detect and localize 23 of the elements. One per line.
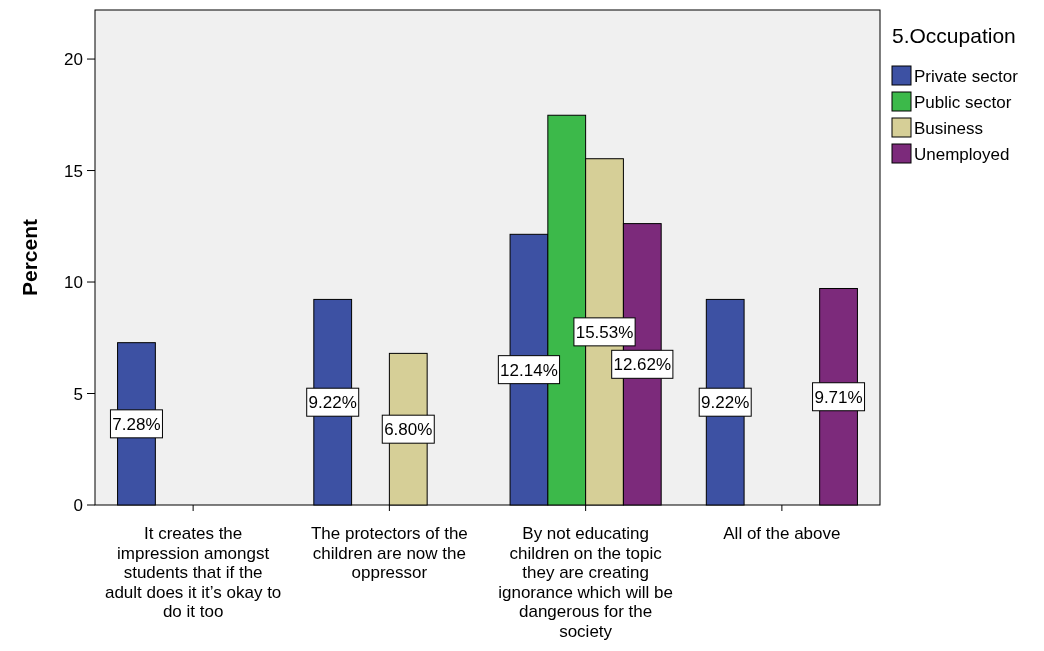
y-axis-title: Percent	[18, 218, 41, 297]
data-label: 9.22%	[308, 393, 357, 413]
data-label: 15.53%	[575, 322, 634, 342]
data-label: 12.62%	[613, 355, 672, 375]
y-tick-label: 15	[64, 161, 83, 181]
data-label: 9.71%	[814, 387, 863, 407]
data-label: 12.14%	[500, 360, 558, 380]
x-tick-label: By not educating children on the topic they are creating ignorance which will be dangerous for the society	[498, 524, 674, 641]
y-tick-label: 5	[73, 384, 83, 404]
x-tick-label: The protectors of the children are now the oppressor	[310, 524, 468, 582]
y-tick-label: 10	[64, 273, 83, 293]
data-label: 6.80%	[384, 420, 433, 440]
legend-label: Unemployed	[914, 145, 1010, 164]
legend-title: 5.Occupation	[892, 24, 1016, 47]
x-tick-label: All of the above	[723, 524, 841, 543]
y-tick-label: 20	[64, 50, 83, 70]
data-label: 9.22%	[701, 393, 750, 413]
data-label: 7.28%	[112, 414, 161, 434]
x-tick-label: It creates the impression amongst students that if the adult does it it’s okay to do it too	[104, 524, 282, 621]
legend-label: Public sector	[914, 93, 1012, 112]
legend-label: Private sector	[914, 67, 1019, 86]
y-tick-label: 0	[73, 496, 83, 515]
legend-label: Business	[914, 119, 983, 138]
